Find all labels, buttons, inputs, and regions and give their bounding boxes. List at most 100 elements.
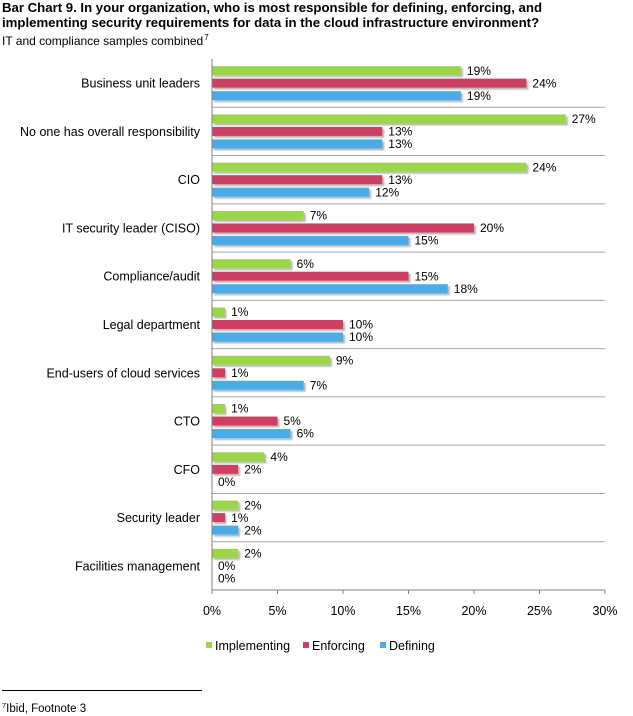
value-label: 6% bbox=[297, 257, 315, 271]
bar-defining bbox=[212, 91, 461, 101]
legend-label: Enforcing bbox=[312, 639, 365, 653]
chart-subtitle: IT and compliance samples combined7 bbox=[2, 31, 209, 48]
bar-enforcing bbox=[212, 78, 527, 88]
x-tick-label: 5% bbox=[268, 604, 286, 618]
subtitle-footnote-marker: 7 bbox=[204, 33, 209, 42]
legend-swatch-defining bbox=[380, 642, 386, 648]
footnote-divider bbox=[2, 690, 202, 691]
bar-enforcing bbox=[212, 126, 383, 136]
bar-implementing bbox=[212, 307, 226, 317]
x-axis: 0% 5% 10% 15% 20% 25% 30% bbox=[203, 59, 618, 618]
value-label: 7% bbox=[310, 209, 328, 223]
value-labels: 19%24%19%27%13%13%24%13%12%7%20%15%6%15%… bbox=[218, 64, 596, 586]
bar-implementing bbox=[212, 404, 226, 414]
value-label: 5% bbox=[284, 414, 302, 428]
value-label: 15% bbox=[415, 234, 439, 248]
value-label: 2% bbox=[244, 498, 262, 512]
footnote-text: Ibid, Footnote 3 bbox=[6, 703, 87, 715]
value-label: 10% bbox=[349, 330, 373, 344]
bar-implementing bbox=[212, 210, 304, 220]
category-label: IT security leader (CISO) bbox=[62, 221, 200, 235]
bar-enforcing bbox=[212, 271, 409, 281]
legend-swatch-implementing bbox=[206, 642, 212, 648]
category-label: CTO bbox=[174, 415, 200, 429]
x-tick-label: 15% bbox=[396, 604, 421, 618]
bar-enforcing bbox=[212, 464, 239, 474]
bar-implementing bbox=[212, 355, 330, 365]
value-label: 1% bbox=[231, 305, 249, 319]
value-label: 20% bbox=[480, 221, 504, 235]
legend-label: Implementing bbox=[215, 639, 290, 653]
category-separators bbox=[212, 106, 605, 543]
bar-implementing bbox=[212, 548, 239, 558]
bar-enforcing bbox=[212, 513, 226, 523]
value-label: 24% bbox=[532, 76, 556, 90]
value-label: 13% bbox=[388, 137, 412, 151]
value-label: 2% bbox=[244, 463, 262, 477]
bar-enforcing bbox=[212, 175, 383, 185]
bar-implementing bbox=[212, 162, 527, 172]
chart-title: Bar Chart 9. In your organization, who i… bbox=[2, 0, 543, 30]
bar-implementing bbox=[212, 500, 239, 510]
bar-defining bbox=[212, 284, 448, 294]
category-label: Facilities management bbox=[75, 559, 201, 573]
bar-defining bbox=[212, 380, 304, 390]
legend: Implementing Enforcing Defining bbox=[206, 639, 435, 653]
value-label: 0% bbox=[218, 475, 236, 489]
bar-implementing bbox=[212, 452, 265, 462]
value-label: 27% bbox=[572, 112, 596, 126]
value-label: 19% bbox=[467, 89, 491, 103]
value-label: 13% bbox=[388, 173, 412, 187]
value-label: 2% bbox=[244, 547, 262, 561]
category-label: End-users of cloud services bbox=[46, 366, 200, 380]
value-label: 12% bbox=[375, 185, 399, 199]
bars bbox=[212, 66, 566, 558]
value-label: 1% bbox=[231, 511, 249, 525]
bar-chart: 19%24%19%27%13%13%24%13%12%7%20%15%6%15%… bbox=[20, 59, 618, 653]
category-label: Business unit leaders bbox=[81, 77, 200, 91]
bar-enforcing bbox=[212, 368, 226, 378]
bar-defining bbox=[212, 187, 370, 197]
value-label: 24% bbox=[532, 160, 556, 174]
category-label: Compliance/audit bbox=[103, 270, 200, 284]
value-label: 13% bbox=[388, 125, 412, 139]
category-label: CFO bbox=[174, 463, 201, 477]
subtitle-text: IT and compliance samples combined bbox=[2, 34, 204, 48]
bar-defining bbox=[212, 525, 239, 535]
bar-defining bbox=[212, 429, 291, 439]
x-tick-label: 20% bbox=[461, 604, 486, 618]
bar-defining bbox=[212, 332, 343, 342]
bar-implementing bbox=[212, 66, 461, 76]
category-label: CIO bbox=[178, 173, 201, 187]
value-label: 1% bbox=[231, 366, 249, 380]
value-label: 0% bbox=[218, 572, 236, 586]
x-tick-label: 25% bbox=[527, 604, 552, 618]
legend-swatch-enforcing bbox=[303, 642, 309, 648]
value-label: 10% bbox=[349, 318, 373, 332]
x-tick-label: 0% bbox=[203, 604, 221, 618]
value-label: 15% bbox=[415, 269, 439, 283]
category-label: Legal department bbox=[103, 318, 201, 332]
value-label: 7% bbox=[310, 378, 328, 392]
bar-implementing bbox=[212, 259, 291, 269]
value-label: 4% bbox=[270, 450, 288, 464]
value-label: 6% bbox=[297, 427, 315, 441]
value-label: 1% bbox=[231, 402, 249, 416]
legend-label: Defining bbox=[389, 639, 435, 653]
bar-enforcing bbox=[212, 223, 474, 233]
value-label: 9% bbox=[336, 353, 354, 367]
category-labels: Business unit leaders No one has overall … bbox=[20, 77, 201, 574]
x-tick-label: 10% bbox=[330, 604, 355, 618]
bar-implementing bbox=[212, 114, 566, 124]
category-label: Security leader bbox=[117, 511, 200, 525]
x-tick-label: 30% bbox=[592, 604, 617, 618]
bar-defining bbox=[212, 235, 409, 245]
footnote-marker: 7 bbox=[2, 701, 7, 710]
value-label: 18% bbox=[454, 282, 478, 296]
category-label: No one has overall responsibility bbox=[20, 125, 201, 139]
value-label: 0% bbox=[218, 559, 236, 573]
bar-enforcing bbox=[212, 416, 278, 426]
value-label: 2% bbox=[244, 523, 262, 537]
bar-defining bbox=[212, 139, 383, 149]
value-label: 19% bbox=[467, 64, 491, 78]
